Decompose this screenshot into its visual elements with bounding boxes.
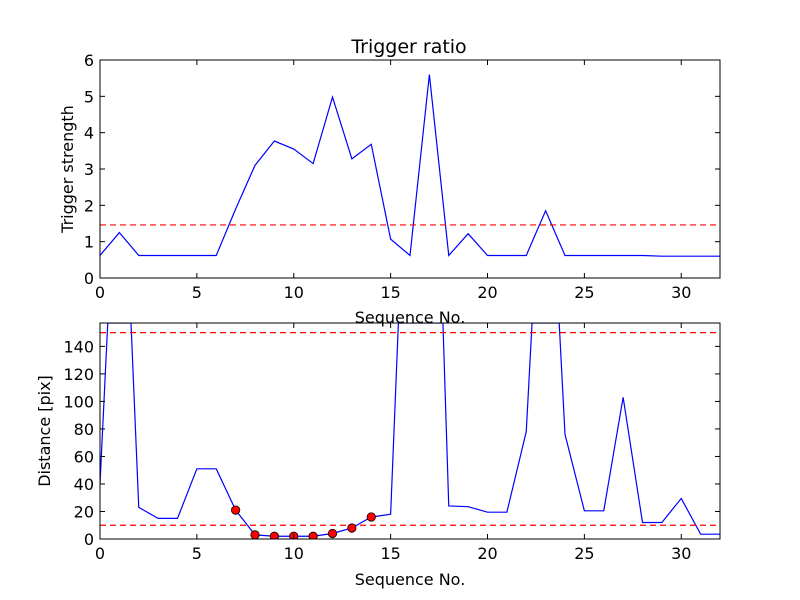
top-y-tick-label: 4 [84, 124, 94, 143]
bottom-y-tick-label: 140 [63, 337, 94, 356]
bottom-y-tick-label: 100 [63, 392, 94, 411]
bottom-y-axis-label: Distance [pix] [35, 375, 54, 487]
bottom-series-line-0 [100, 323, 720, 537]
top-y-axis-label: Trigger strength [58, 105, 77, 234]
bottom-x-tick-label: 5 [192, 544, 202, 563]
bottom-x-tick-label: 0 [95, 544, 105, 563]
bottom-x-tick-label: 30 [671, 544, 691, 563]
bottom-marker-point [308, 531, 318, 539]
bottom-y-tick-label: 40 [74, 475, 94, 494]
top-x-tick-label: 10 [284, 283, 304, 302]
top-x-tick-label: 15 [380, 283, 400, 302]
bottom-plot-frame [99, 322, 721, 540]
top-x-tick-label: 25 [574, 283, 594, 302]
top-y-tick-label: 6 [84, 51, 94, 70]
top-x-tick-label: 30 [671, 283, 691, 302]
top-y-tick-label: 1 [84, 233, 94, 252]
bottom-marker-point [327, 528, 338, 539]
top-y-tick-label: 0 [84, 269, 94, 288]
bottom-y-tick-label: 80 [74, 420, 94, 439]
bottom-x-axis-label: Sequence No. [355, 570, 466, 589]
top-y-tick-label: 5 [84, 87, 94, 106]
bottom-marker-point [366, 512, 376, 522]
bottom-marker-point [250, 530, 260, 539]
bottom-plot-area [100, 323, 720, 539]
top-y-tick-label: 2 [84, 196, 94, 215]
top-x-axis-label: Sequence No. [355, 308, 466, 327]
top-plot-area [100, 74, 720, 257]
bottom-marker-point [347, 523, 357, 533]
bottom-y-tick-label: 60 [74, 447, 94, 466]
bottom-marker-point [231, 505, 241, 515]
bottom-y-tick-label: 120 [63, 365, 94, 384]
bottom-y-tick-label: 20 [74, 502, 94, 521]
top-y-tick-label: 3 [84, 160, 94, 179]
bottom-x-tick-label: 10 [284, 544, 304, 563]
bottom-y-tick-label: 0 [84, 530, 94, 549]
top-series-line-0 [100, 74, 720, 257]
bottom-chart: 0 5 10 15 20 25 30 0 20 40 60 80 100 120 140 Sequence … [35, 322, 721, 589]
bottom-x-tick-label: 20 [477, 544, 497, 563]
top-x-tick-label: 5 [192, 283, 202, 302]
top-x-tick-label: 0 [95, 283, 105, 302]
bottom-x-tick-label: 25 [574, 544, 594, 563]
top-x-tick-label: 20 [477, 283, 497, 302]
bottom-x-tick-label: 15 [380, 544, 400, 563]
top-chart-title: Trigger ratio [350, 36, 466, 58]
top-chart: Trigger ratio 0 5 10 15 20 25 30 0 1 2 3 4 5 6 Sequen… [58, 36, 721, 327]
bottom-marker-point [269, 531, 279, 539]
